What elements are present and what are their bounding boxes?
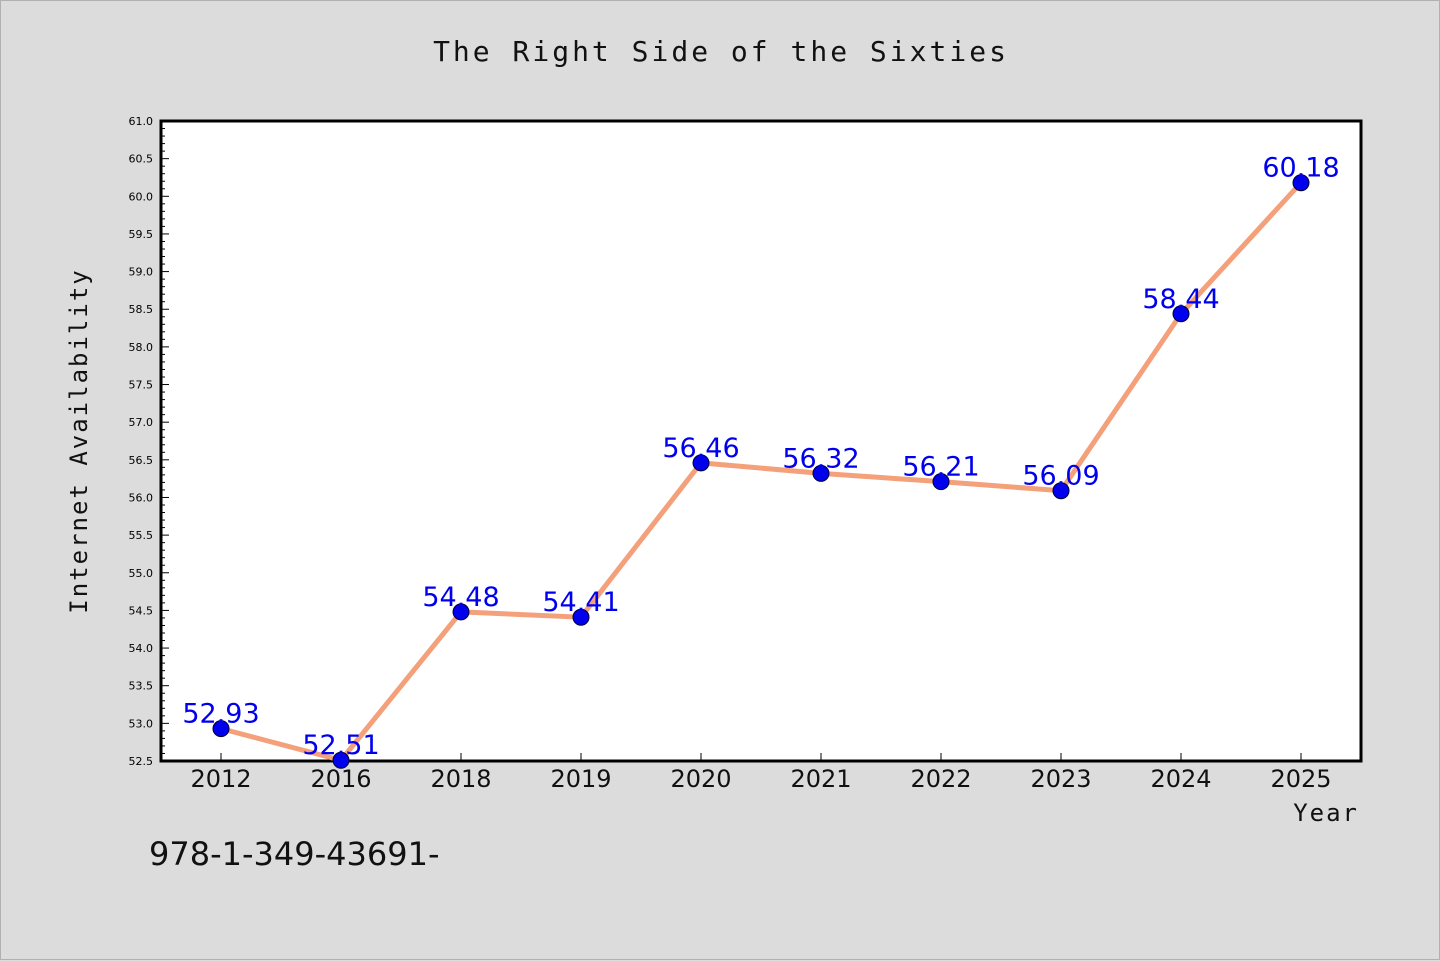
data-label: 56.32 [782, 443, 859, 474]
data-label: 54.48 [422, 582, 499, 613]
y-tick-label: 54.0 [129, 642, 154, 655]
x-tick-label: 2022 [910, 765, 971, 793]
x-tick-label: 2016 [310, 765, 371, 793]
data-label: 56.21 [902, 452, 979, 483]
data-point [812, 464, 830, 482]
data-point [572, 608, 590, 626]
y-tick-label: 53.5 [129, 680, 154, 693]
x-tick-label: 2023 [1030, 765, 1091, 793]
x-axis: 2012 2016 2018 2019 2020 2021 2022 2023 2024 2025 [190, 753, 1332, 793]
x-tick-label: 2025 [1270, 765, 1331, 793]
y-tick-label: 54.5 [129, 604, 154, 617]
chart-title: The Right Side of the Sixties [433, 35, 1009, 68]
data-label: 58.44 [1142, 284, 1219, 315]
y-tick-label: 60.5 [129, 153, 154, 166]
y-tick-label: 53.0 [129, 717, 154, 730]
y-tick-label: 56.5 [129, 454, 154, 467]
y-tick-label: 55.5 [129, 529, 154, 542]
series-line [218, 180, 1304, 763]
data-label: 56.09 [1022, 461, 1099, 492]
data-point [212, 720, 230, 738]
x-axis-title: Year [1293, 799, 1359, 827]
x-tick-label: 2012 [190, 765, 251, 793]
data-point [692, 454, 710, 472]
footnote-isbn: 978-1-349-43691- [149, 835, 440, 873]
y-tick-label: 56.0 [129, 491, 154, 504]
y-tick-label: 59.5 [129, 228, 154, 241]
plot-area [159, 119, 1363, 763]
x-tick-label: 2018 [430, 765, 491, 793]
y-tick-label: 57.5 [129, 379, 154, 392]
data-point [932, 473, 950, 491]
data-point [1292, 174, 1310, 192]
x-tick-label: 2020 [670, 765, 731, 793]
data-point [452, 603, 470, 621]
y-tick-label: 57.0 [129, 416, 154, 429]
data-label: 52.93 [182, 699, 259, 730]
data-point [1172, 305, 1190, 323]
y-tick-label: 59.0 [129, 266, 154, 279]
data-point [332, 751, 350, 769]
data-point [1052, 482, 1070, 500]
x-tick-label: 2024 [1150, 765, 1211, 793]
x-tick-label: 2019 [550, 765, 611, 793]
series-layer: 52.93 52.51 54.48 54.41 56.46 56.32 56.21 56.09… [182, 153, 1340, 769]
y-tick-label: 60.0 [129, 190, 154, 203]
y-axis: 52.5 53.0 53.5 54.0 54.5 55.0 55.5 56.0 56.5 57.0… [129, 115, 169, 768]
y-axis-title: Internet Availability [65, 268, 93, 613]
data-label: 56.46 [662, 433, 739, 464]
y-tick-label: 61.0 [129, 115, 154, 128]
y-tick-label: 52.5 [129, 755, 154, 768]
y-tick-label: 58.5 [129, 303, 154, 316]
x-tick-label: 2021 [790, 765, 851, 793]
y-tick-label: 55.0 [129, 567, 154, 580]
data-label: 60.18 [1262, 153, 1339, 184]
y-tick-label: 58.0 [129, 341, 154, 354]
data-label: 52.51 [302, 730, 379, 761]
data-label: 54.41 [542, 587, 619, 618]
